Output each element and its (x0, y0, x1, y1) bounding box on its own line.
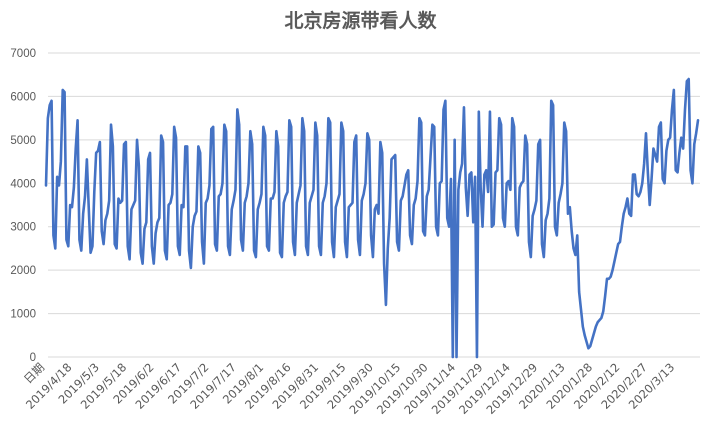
y-tick-label: 3000 (10, 222, 36, 234)
y-axis-ticks: 0 1000 2000 3000 4000 5000 6000 7000 (10, 48, 36, 364)
chart-title: 北京房源带看人数 (284, 10, 437, 32)
series-line (44, 77, 700, 359)
series-layer (44, 77, 700, 359)
x-axis-ticks: 日期2019/4/182019/5/32019/5/182019/6/22019… (21, 360, 677, 417)
y-tick-label: 5000 (10, 135, 36, 147)
y-tick-label: 4000 (10, 178, 36, 190)
y-tick-label: 2000 (10, 265, 36, 277)
y-tick-label: 6000 (10, 91, 36, 103)
y-tick-label: 7000 (10, 48, 36, 60)
y-tick-label: 1000 (10, 309, 36, 321)
y-tick-label: 0 (30, 352, 36, 364)
